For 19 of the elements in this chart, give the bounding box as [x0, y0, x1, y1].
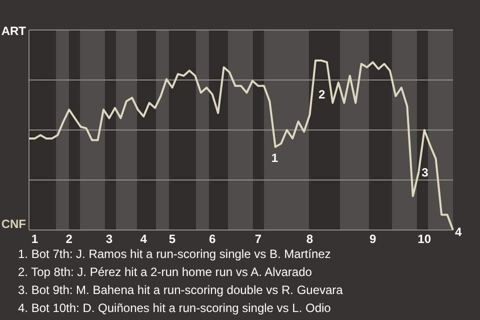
x-tick-label: 6	[209, 232, 216, 246]
annotation: 1	[271, 150, 278, 165]
x-tick-label: 9	[369, 232, 376, 246]
text: CNF	[1, 217, 26, 231]
x-tick-label: 1	[31, 232, 38, 246]
x-tick-label: 4	[140, 232, 148, 246]
x-tick-label: 5	[168, 232, 176, 246]
x-tick-label: 7	[254, 232, 262, 246]
text: 3. Bot 9th: M. Bahena hit a run-scoring double vs R. Guevara	[18, 283, 344, 297]
text: 2. Top 8th: J. Pérez hit a 2-run home run vs A. Alvarado	[18, 265, 312, 279]
text: 4. Bot 10th: D. Quiñones hit a run-scoring single vs L. Odio	[18, 301, 332, 315]
x-tick-label: 3	[106, 232, 113, 246]
annotation: 3	[422, 165, 429, 180]
x-tick-label: 10	[418, 232, 432, 246]
annotation: 2	[318, 88, 326, 102]
x-tick-label: 8	[306, 232, 314, 246]
text: ART	[1, 24, 27, 38]
text: 1. Bot 7th: J. Ramos hit a run-scoring single vs B. Martínez	[18, 247, 331, 261]
x-tick-label: 2	[66, 232, 73, 246]
